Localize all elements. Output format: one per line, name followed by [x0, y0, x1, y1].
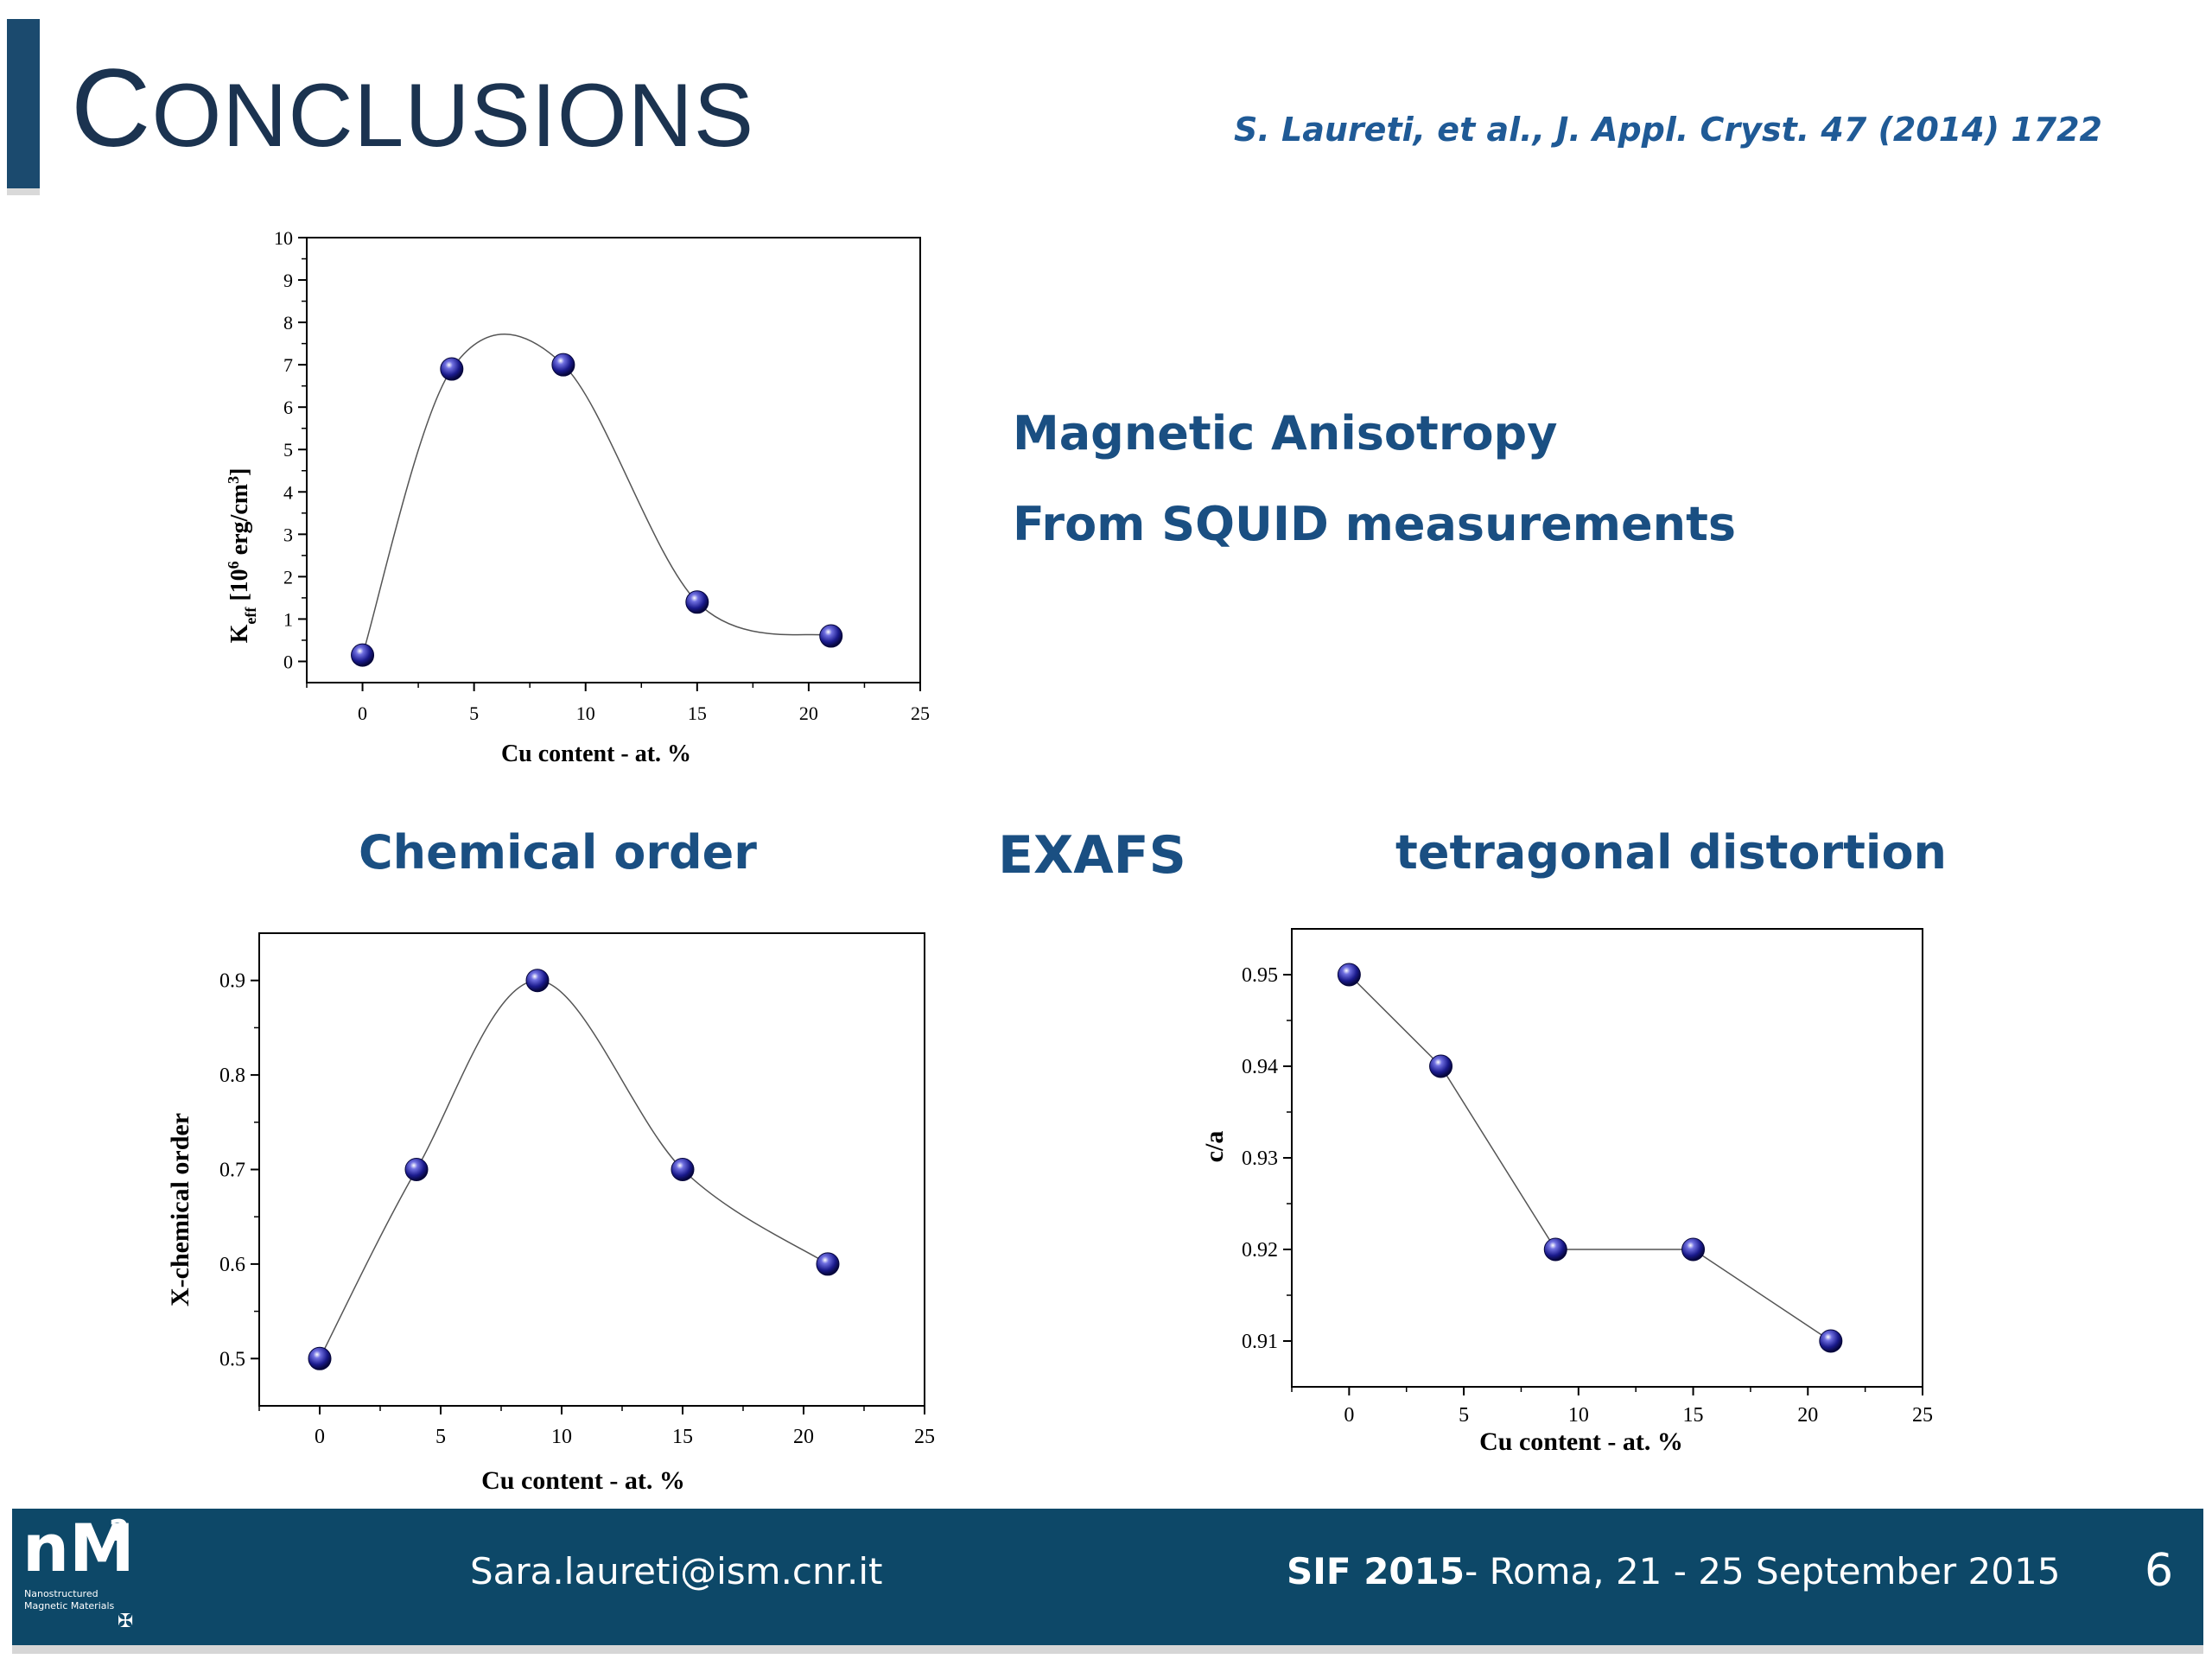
data-point [685, 590, 709, 614]
y-tick-label: 9 [283, 270, 293, 291]
x-tick-label: 0 [1344, 1404, 1354, 1427]
x-tick-label: 10 [551, 1426, 572, 1448]
data-point [816, 1252, 840, 1276]
x-tick-label: 5 [1459, 1404, 1469, 1427]
y-tick-label: 1 [283, 608, 293, 630]
y-tick-label: 6 [283, 397, 293, 418]
x-tick-label: 15 [672, 1426, 693, 1448]
footer-email: Sara.laureti@ism.cnr.it [470, 1550, 883, 1592]
data-point [525, 969, 550, 993]
y-tick-label: 5 [283, 439, 293, 461]
title-accent-shadow [7, 188, 40, 195]
data-point [671, 1158, 695, 1181]
y-axis-label: c/a [1200, 1131, 1229, 1163]
plot-frame [306, 237, 921, 683]
x-axis-label: Cu content - at. % [481, 1466, 685, 1495]
logo-subtitle: Nanostructured Magnetic Materials [24, 1588, 115, 1611]
fit-curve [1348, 974, 1832, 1342]
page-number: 6 [2145, 1545, 2174, 1597]
slide-title: CONCLUSIONS [71, 47, 755, 170]
y-tick-label: 0.7 [219, 1160, 245, 1182]
note-magnetic-anisotropy: Magnetic Anisotropy [1013, 406, 1558, 461]
x-tick-label: 20 [1797, 1404, 1818, 1427]
data-point [351, 643, 375, 667]
chart-anisotropy: Cu content - at. % Keff [106 erg/cm3] 0 5… [225, 227, 930, 767]
fit-curve [319, 979, 829, 1359]
x-tick-label: 5 [435, 1426, 446, 1448]
y-tick-label: 0.5 [219, 1348, 245, 1370]
x-tick-label: 10 [576, 702, 595, 724]
x-tick-label: 15 [1683, 1404, 1704, 1427]
x-tick-label: 5 [469, 702, 479, 724]
note-chemical-order: Chemical order [359, 825, 757, 880]
chart-chemical-order: Cu content - at. % X-chemical order 0 5 10… [166, 932, 935, 1495]
y-tick-label: 0.92 [1242, 1239, 1278, 1262]
y-axis-label: X-chemical order [166, 1113, 194, 1306]
title-accent-bar [7, 19, 40, 188]
note-exafs: EXAFS [998, 825, 1186, 886]
y-tick-label: 2 [283, 566, 293, 588]
logo-superscript: 2 [109, 1514, 130, 1548]
data-point [1429, 1054, 1453, 1078]
data-point [1681, 1237, 1706, 1262]
y-tick-label: 0.94 [1242, 1056, 1278, 1078]
data-point [819, 624, 843, 648]
data-point [1819, 1329, 1843, 1353]
y-tick-label: 0.9 [219, 970, 245, 993]
note-squid: From SQUID measurements [1013, 497, 1737, 551]
footer-event: SIF 2015- Roma, 21 - 25 September 2015 [1287, 1550, 2061, 1592]
logo: nM [22, 1510, 135, 1586]
y-tick-label: 10 [274, 227, 293, 249]
x-tick-label: 25 [914, 1426, 935, 1448]
y-axis-label: Keff [106 erg/cm3] [225, 468, 259, 644]
x-tick-label: 25 [911, 702, 930, 724]
y-tick-label: 3 [283, 524, 293, 545]
x-tick-label: 25 [1912, 1404, 1933, 1427]
plot-frame [258, 932, 925, 1407]
x-tick-label: 20 [799, 702, 818, 724]
chart-tetragonal: Cu content - at. % c/a 0 5 10 15 20 25 0.91 0.9… [1200, 928, 1933, 1456]
y-tick-label: 8 [283, 312, 293, 334]
fit-curve [361, 333, 831, 656]
data-point [551, 353, 575, 377]
x-tick-label: 20 [793, 1426, 814, 1448]
y-tick-label: 0 [283, 651, 293, 672]
y-tick-label: 0.91 [1242, 1331, 1278, 1353]
data-point [1543, 1237, 1567, 1262]
x-tick-label: 0 [315, 1426, 325, 1448]
footer-bar: nM 2 Nanostructured Magnetic Materials ✠… [12, 1509, 2203, 1645]
data-point [308, 1346, 332, 1370]
y-tick-label: 0.93 [1242, 1147, 1278, 1170]
y-tick-label: 0.8 [219, 1065, 245, 1087]
data-point [404, 1158, 429, 1181]
x-axis-label: Cu content - at. % [1479, 1427, 1683, 1456]
y-tick-label: 0.6 [219, 1254, 245, 1276]
x-axis-label: Cu content - at. % [501, 741, 691, 767]
institute-mark-icon: ✠ [118, 1611, 134, 1632]
x-tick-label: 10 [1568, 1404, 1589, 1427]
y-tick-label: 0.95 [1242, 964, 1278, 987]
x-tick-label: 0 [358, 702, 367, 724]
note-tetragonal: tetragonal distortion [1395, 825, 1947, 880]
x-tick-label: 15 [688, 702, 707, 724]
plot-frame [1291, 928, 1923, 1388]
data-point [440, 357, 464, 381]
y-tick-label: 4 [283, 481, 293, 503]
data-point [1337, 963, 1361, 987]
citation: S. Laureti, et al., J. Appl. Cryst. 47 (… [1234, 111, 2102, 149]
footer-shadow [12, 1645, 2203, 1654]
y-tick-label: 7 [283, 354, 293, 376]
